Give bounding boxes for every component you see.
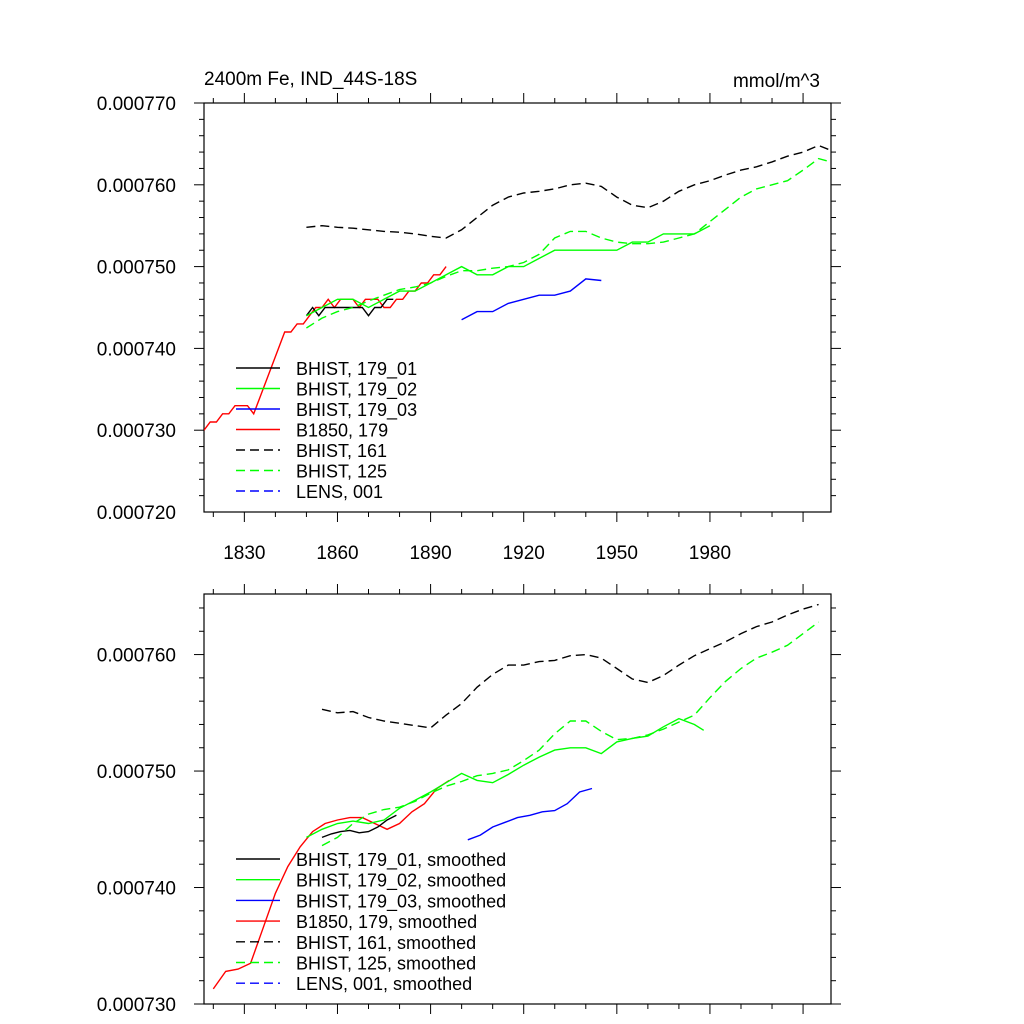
series-line (306, 157, 831, 329)
x-tick-label: 1890 (409, 543, 451, 564)
legend-label: LENS, 001 (296, 482, 383, 502)
series-line (212, 779, 450, 990)
legend-label: BHIST, 179_02 (296, 380, 417, 401)
series-line (321, 814, 397, 839)
legend-label: LENS, 001, smoothed (296, 974, 472, 994)
y-tick-label: 0.000730 (97, 995, 176, 1016)
series-line (461, 278, 602, 321)
series-line (305, 298, 394, 317)
y-tick-label: 0.000750 (97, 258, 176, 279)
series-line (204, 266, 447, 431)
units-label: mmol/m^3 (733, 71, 820, 92)
x-tick-label: 1830 (223, 543, 265, 564)
legend-label: B1850, 179 (296, 421, 388, 441)
legend-label: BHIST, 179_01, smoothed (296, 850, 506, 871)
plot-title: 2400m Fe, IND_44S-18S (204, 69, 417, 90)
legend-label: BHIST, 125, smoothed (296, 954, 476, 974)
legend-label: BHIST, 161 (296, 441, 387, 461)
y-tick-label: 0.000760 (97, 646, 176, 667)
legend-label: BHIST, 179_02, smoothed (296, 871, 506, 892)
series-line (306, 225, 711, 317)
plot-frame (203, 593, 832, 1005)
y-tick-label: 0.000720 (97, 503, 176, 524)
y-tick-label: 0.000770 (97, 94, 176, 115)
legend-label: BHIST, 161, smoothed (296, 933, 476, 953)
top-panel: 1830 1860 1890 1920 1950 1980 0.000720 0.000730… (97, 93, 841, 564)
y-tick-label: 0.000740 (97, 339, 176, 360)
legend-label: B1850, 179, smoothed (296, 912, 477, 932)
series-line (467, 787, 593, 841)
y-tick-label: 0.000740 (97, 879, 176, 900)
series-line (306, 717, 705, 839)
plot-frame (203, 102, 832, 513)
bottom-panel: 0.000730 0.000740 0.000750 0.000760 BHIST, 1… (97, 584, 841, 1016)
legend-label: BHIST, 179_03 (296, 400, 417, 421)
y-tick-label: 0.000730 (97, 421, 176, 442)
series-line (321, 603, 819, 729)
legend-label: BHIST, 125 (296, 462, 387, 482)
x-tick-label: 1950 (596, 543, 638, 564)
y-tick-label: 0.000750 (97, 762, 176, 783)
x-tick-label: 1980 (689, 543, 731, 564)
series-line (321, 621, 820, 847)
legend-label: BHIST, 179_03, smoothed (296, 891, 506, 912)
x-tick-label: 1920 (503, 543, 545, 564)
x-tick-label: 1860 (316, 543, 358, 564)
y-tick-label: 0.000760 (97, 176, 176, 197)
series-line (306, 144, 831, 239)
legend-label: BHIST, 179_01 (296, 359, 417, 380)
